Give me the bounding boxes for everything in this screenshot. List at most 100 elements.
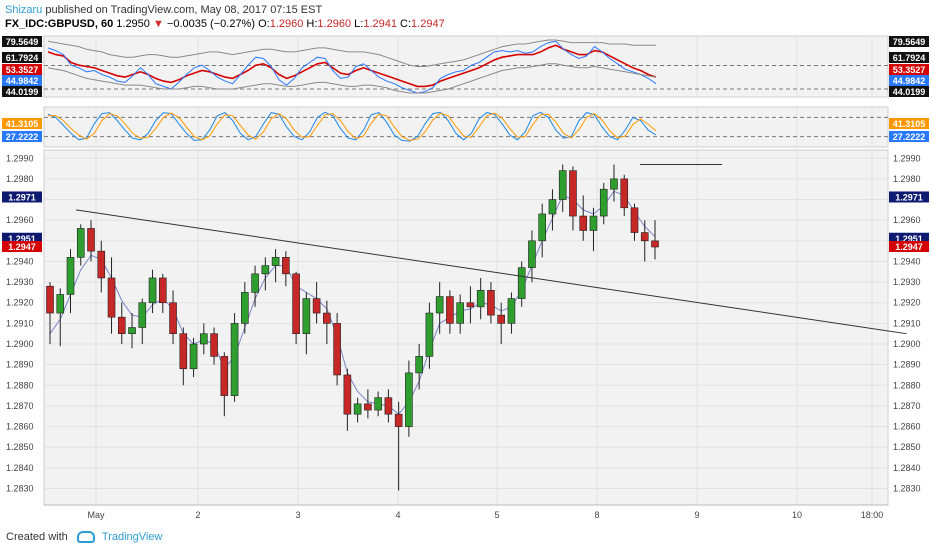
publisher-header: Shizaru published on TradingView.com, Ma… bbox=[5, 3, 322, 17]
price-badge-label: 1.2971 bbox=[8, 192, 36, 202]
price-badge-label: 1.2971 bbox=[895, 192, 923, 202]
y-tick-label: 1.2850 bbox=[893, 442, 921, 452]
candle-body bbox=[435, 296, 444, 314]
x-tick-label: 9 bbox=[694, 510, 699, 520]
candle-body bbox=[76, 228, 85, 258]
close-value: 1.2947 bbox=[411, 18, 445, 30]
y-tick-label: 1.2880 bbox=[6, 380, 34, 390]
low-value: 1.2941 bbox=[363, 18, 397, 30]
candle-body bbox=[548, 199, 557, 215]
price-badge-label: 1.2947 bbox=[8, 242, 36, 252]
low-label: L: bbox=[354, 18, 364, 30]
candle-body bbox=[446, 296, 454, 324]
change-down-arrow-icon: ▼ bbox=[152, 18, 164, 30]
y-tick-label: 1.2980 bbox=[893, 174, 921, 184]
candle-body bbox=[538, 213, 547, 242]
y-tick-label: 1.2870 bbox=[6, 401, 34, 411]
footer: Created with TradingView bbox=[6, 530, 162, 544]
series-line bbox=[47, 40, 657, 94]
value-badge-left bbox=[2, 118, 42, 129]
y-tick-label: 1.2900 bbox=[893, 339, 921, 349]
candle-body bbox=[241, 292, 249, 324]
series-line bbox=[47, 63, 657, 94]
value-badge-label: 41.3105 bbox=[6, 119, 39, 129]
value-badge-label: 44.9842 bbox=[6, 76, 39, 86]
value-badge-label: 53.3527 bbox=[6, 65, 39, 75]
y-tick-label: 1.2940 bbox=[893, 256, 921, 266]
candle-body bbox=[415, 356, 423, 374]
y-tick-label: 1.2920 bbox=[893, 298, 921, 308]
candle-body bbox=[425, 312, 434, 357]
candle-body bbox=[487, 290, 495, 316]
price-badge-label: 1.2951 bbox=[8, 234, 36, 244]
candle-body bbox=[251, 273, 259, 293]
moving-average-line bbox=[49, 190, 656, 415]
y-tick-label: 1.2830 bbox=[893, 483, 921, 493]
value-badge-right bbox=[889, 52, 929, 63]
x-tick-label: 10 bbox=[792, 510, 802, 520]
value-badge-right bbox=[889, 75, 929, 86]
candle-body bbox=[353, 403, 362, 415]
candle-body bbox=[528, 240, 536, 268]
x-tick-label: 5 bbox=[494, 510, 499, 520]
y-tick-label: 1.2930 bbox=[6, 277, 34, 287]
price-badge-label: 1.2951 bbox=[895, 234, 923, 244]
y-tick-label: 1.2850 bbox=[6, 442, 34, 452]
y-tick-label: 1.2860 bbox=[893, 422, 921, 432]
candle-body bbox=[87, 228, 95, 252]
value-badge-right bbox=[889, 86, 929, 97]
y-tick-label: 1.2890 bbox=[893, 360, 921, 370]
candle-body bbox=[179, 333, 188, 370]
value-badge-label: 61.7924 bbox=[893, 53, 926, 63]
candle-body bbox=[620, 178, 629, 209]
value-badge-left bbox=[2, 75, 42, 86]
y-tick-label: 1.2860 bbox=[6, 422, 34, 432]
price-badge-right bbox=[889, 191, 929, 203]
tradingview-brand[interactable]: TradingView bbox=[101, 531, 163, 543]
candle-body bbox=[261, 265, 270, 275]
candle-body bbox=[138, 302, 147, 328]
y-tick-label: 1.2910 bbox=[893, 318, 921, 328]
candle-body bbox=[640, 232, 649, 242]
price-badge-left bbox=[2, 241, 42, 253]
y-tick-label: 1.2920 bbox=[6, 298, 34, 308]
x-tick-label: 18:00 bbox=[861, 510, 884, 520]
value-badge-right bbox=[889, 64, 929, 75]
candle-body bbox=[107, 277, 116, 318]
y-tick-label: 1.2900 bbox=[6, 339, 34, 349]
x-tick-label: 2 bbox=[195, 510, 200, 520]
pane-stoch-background bbox=[43, 106, 889, 148]
x-tick-label: 8 bbox=[594, 510, 599, 520]
candle-body bbox=[569, 170, 577, 217]
candle-body bbox=[97, 250, 106, 279]
high-value: 1.2960 bbox=[317, 18, 352, 30]
value-badge-label: 27.2222 bbox=[6, 132, 39, 142]
value-badge-right bbox=[889, 131, 929, 142]
candle-body bbox=[158, 277, 167, 304]
value-badge-label: 44.9842 bbox=[893, 76, 926, 86]
y-tick-label: 1.2990 bbox=[6, 153, 34, 163]
candle-body bbox=[651, 240, 659, 248]
candle-body bbox=[148, 277, 157, 304]
y-tick-label: 1.2840 bbox=[6, 463, 34, 473]
symbol-name: FX_IDC:GBPUSD, 60 bbox=[5, 18, 114, 30]
candle-body bbox=[128, 327, 136, 334]
y-tick-label: 1.2990 bbox=[893, 153, 921, 163]
high-label: H: bbox=[306, 18, 318, 30]
candle-body bbox=[394, 413, 403, 427]
price-change: −0.0035 (−0.27%) bbox=[166, 18, 256, 30]
series-line bbox=[47, 111, 657, 142]
candle-body bbox=[456, 302, 464, 324]
close-label: C: bbox=[400, 18, 412, 30]
author-name[interactable]: Shizaru bbox=[5, 4, 43, 16]
value-badge-label: 44.0199 bbox=[893, 87, 926, 97]
candle-body bbox=[517, 267, 526, 299]
candle-body bbox=[374, 397, 382, 411]
value-badge-label: 27.2222 bbox=[893, 132, 926, 142]
candle-body bbox=[220, 356, 229, 396]
candle-body bbox=[630, 207, 639, 233]
candle-body bbox=[497, 314, 505, 324]
candle-body bbox=[312, 298, 321, 314]
candle-body bbox=[56, 294, 65, 314]
